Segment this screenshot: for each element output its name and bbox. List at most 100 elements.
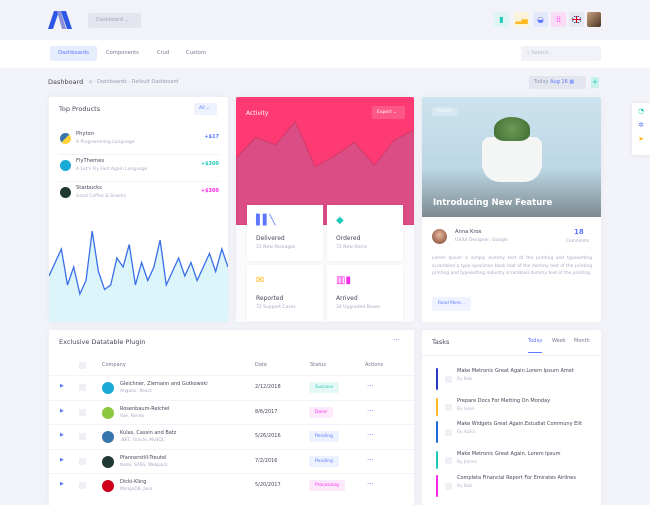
- row-actions-icon[interactable]: ···: [367, 431, 374, 439]
- product-item[interactable]: FlyThemes A Let's Fly Fast Again Languag…: [59, 158, 219, 182]
- row-checkbox[interactable]: [79, 433, 86, 440]
- grid-icon: ⁞⁞: [555, 15, 562, 24]
- file-button[interactable]: ▮: [494, 12, 509, 27]
- logo[interactable]: [48, 11, 76, 29]
- row-actions-icon[interactable]: ···: [367, 406, 374, 415]
- tab-month[interactable]: Month: [574, 338, 590, 344]
- basket-button[interactable]: ◒: [533, 12, 548, 27]
- expand-icon[interactable]: ▶: [60, 456, 64, 463]
- task-checkbox[interactable]: [445, 457, 452, 464]
- expand-icon[interactable]: ▶: [60, 383, 64, 389]
- row-checkbox[interactable]: [79, 408, 86, 416]
- home-icon[interactable]: ⌂: [89, 79, 93, 85]
- expand-icon[interactable]: ▶: [60, 481, 64, 487]
- dashboard-dropdown[interactable]: Dashboard ⌄: [88, 13, 141, 28]
- task-priority-bar: [436, 475, 438, 497]
- breadcrumb-item[interactable]: Dashboards: [96, 79, 127, 85]
- grid-button[interactable]: ⁞⁞: [551, 12, 566, 27]
- export-button[interactable]: Export ⌄: [372, 106, 405, 119]
- company-logo-icon: [102, 431, 114, 443]
- card-title: Top Products: [59, 105, 101, 113]
- table-row[interactable]: ▶ Pfannerstill-Treutel Node, SASS, Webpa…: [49, 448, 414, 473]
- col-company: Company: [102, 362, 126, 368]
- feature-text: Lorem Ipsum is simply dummy text of the …: [432, 256, 592, 277]
- activity-tile[interactable]: ✉ Reported 72 Support Cases: [247, 265, 323, 321]
- date-picker[interactable]: Today Aug 16 ▦: [529, 76, 586, 89]
- status-badge: Pending: [309, 455, 339, 467]
- calendar-icon: ▦: [569, 79, 575, 85]
- task-item[interactable]: Make Metronic Great Again.Lorem Ipsum Am…: [436, 368, 596, 392]
- col-actions: Actions: [365, 362, 384, 368]
- task-item[interactable]: Prepare Docs For Metting On Monday By Sea…: [436, 398, 596, 418]
- gear-icon[interactable]: ✲: [638, 121, 644, 129]
- language-button[interactable]: [569, 12, 584, 27]
- chart-button[interactable]: ▂▄: [514, 12, 529, 27]
- table-row[interactable]: ▶ Rosenbaum-Reichel Vue, Kendo 8/6/2017 …: [49, 399, 414, 424]
- breadcrumb-item[interactable]: Default Dashboard: [131, 79, 179, 85]
- company-tech: .NET, Oracle, MySQL: [120, 438, 165, 443]
- table-row[interactable]: ▶ Gleichner, Ziemann and Gutkowski Angul…: [49, 375, 414, 399]
- task-checkbox[interactable]: [445, 429, 452, 436]
- task-item[interactable]: Completa Financial Report For Emirates A…: [436, 475, 596, 499]
- task-text: Make Metronic Great Again. Lorem Ipsum: [457, 451, 561, 457]
- search-input[interactable]: ⌕ Search...: [521, 46, 601, 61]
- row-checkbox[interactable]: [79, 457, 86, 465]
- tab-components[interactable]: Components: [106, 50, 139, 56]
- row-date: 5/26/2016: [255, 433, 281, 439]
- product-name: Phyton: [76, 131, 94, 137]
- tab-custom[interactable]: Custom: [186, 50, 206, 56]
- task-checkbox[interactable]: [445, 376, 452, 383]
- company-tech: Node, SASS, Webpack: [120, 462, 168, 468]
- product-value: +$17: [204, 134, 219, 140]
- task-item[interactable]: Make Metronic Great Again. Lorem Ipsum By…: [436, 451, 596, 471]
- tools-icon: ▥▮: [336, 275, 351, 286]
- task-checkbox[interactable]: [445, 483, 452, 490]
- task-item[interactable]: Make Widgets Great Again.Estudiat Commun…: [436, 421, 596, 445]
- expand-icon[interactable]: ▶: [60, 407, 64, 414]
- row-actions-icon[interactable]: ···: [367, 382, 374, 390]
- comments-count[interactable]: 18: [574, 228, 584, 236]
- tab-crud[interactable]: Crud: [157, 50, 170, 56]
- activity-area: [236, 120, 414, 225]
- expand-icon[interactable]: ▶: [60, 432, 64, 438]
- tab-week[interactable]: Week: [552, 338, 566, 344]
- sparkline-line: [49, 230, 228, 297]
- task-checkbox[interactable]: [445, 404, 452, 411]
- sync-icon[interactable]: ◔: [637, 107, 645, 115]
- company-logo-icon: [102, 406, 114, 419]
- add-button[interactable]: +: [591, 77, 599, 88]
- activity-tile[interactable]: ▌▌╲ Delivered 15 New Packages: [247, 205, 323, 261]
- company-name: Dicki-Kling: [120, 479, 147, 485]
- company-logo-icon: [102, 382, 114, 394]
- table-row[interactable]: ▶ Kulas, Cassin and Batz .NET, Oracle, M…: [49, 424, 414, 448]
- filter-dropdown[interactable]: All ⌄: [194, 103, 217, 115]
- row-date: 5/20/2017: [255, 482, 281, 488]
- product-item[interactable]: Phyton A Programming Language +$17: [59, 131, 219, 155]
- activity-tile[interactable]: ◆ Ordered 72 New Items: [327, 205, 403, 261]
- activity-title: Activity: [246, 110, 269, 117]
- company-tech: MongoDB, Java: [120, 487, 153, 492]
- table-row[interactable]: ▶ Dicki-Kling MongoDB, Java 5/20/2017 Pr…: [49, 473, 414, 497]
- select-all-checkbox[interactable]: [79, 362, 86, 369]
- date-value: Aug 16: [550, 79, 568, 85]
- card-title: Tasks: [432, 338, 450, 346]
- row-checkbox[interactable]: [79, 482, 86, 489]
- activity-tile[interactable]: ▥▮ Arrived 34 Upgraded Boxes: [327, 265, 403, 321]
- sparkline-chart: [49, 230, 228, 322]
- tab-today[interactable]: Today: [528, 338, 543, 353]
- tile-title: Arrived: [336, 295, 358, 302]
- col-status: Status: [310, 362, 326, 368]
- row-actions-icon[interactable]: ···: [367, 480, 374, 488]
- read-more-button[interactable]: Read More...: [432, 297, 471, 311]
- send-icon[interactable]: ➤: [638, 135, 644, 143]
- file-icon: ▮: [499, 15, 504, 24]
- page-title: Dashboard: [48, 78, 84, 86]
- row-actions-icon[interactable]: ···: [367, 455, 374, 464]
- product-item[interactable]: Starbucks Good Coffee & Snacks +$300: [59, 185, 219, 209]
- row-checkbox[interactable]: [79, 384, 86, 391]
- product-desc: Good Coffee & Snacks: [76, 194, 127, 199]
- tab-dashboards[interactable]: Dashboards: [50, 46, 97, 61]
- more-icon[interactable]: ···: [393, 336, 400, 344]
- avatar[interactable]: [587, 12, 601, 27]
- logo-icon: [48, 11, 72, 29]
